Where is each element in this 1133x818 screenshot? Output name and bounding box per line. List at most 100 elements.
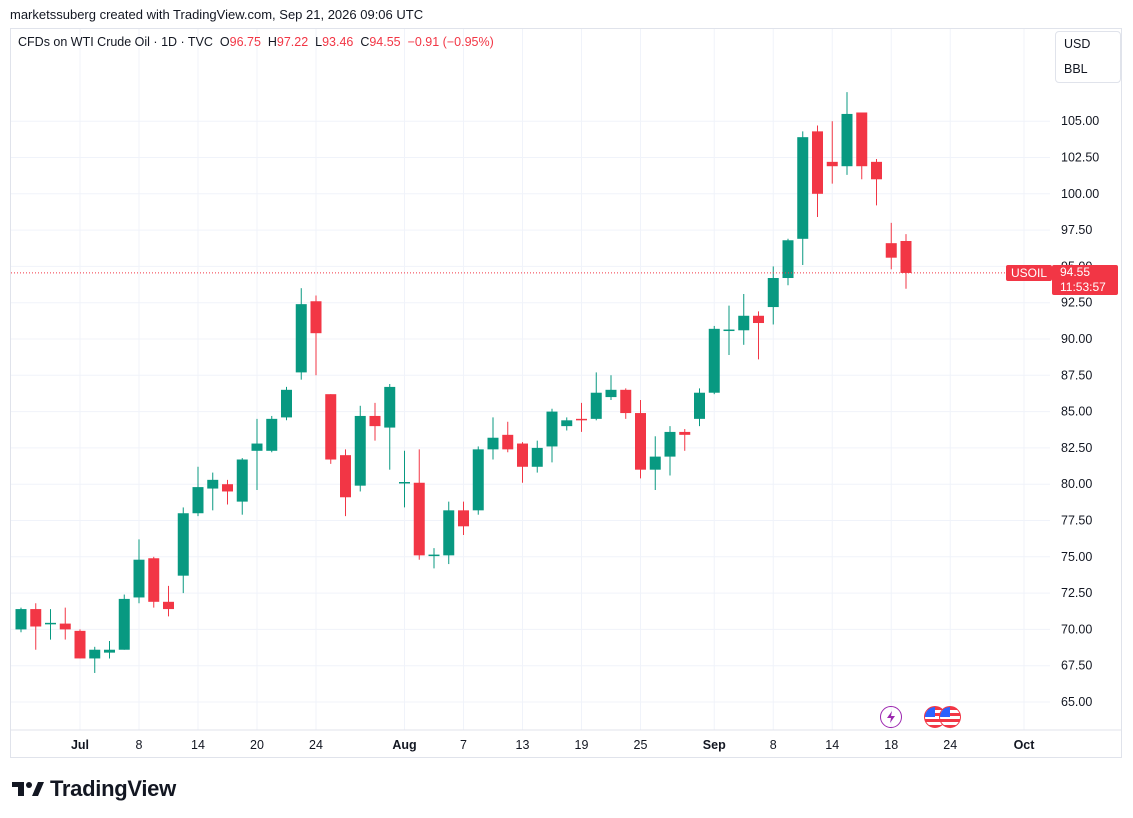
candle-body: [354, 415, 366, 486]
candle-body: [620, 389, 632, 414]
ohlc-legend: CFDs on WTI Crude Oil · 1D · TVC O96.75 …: [18, 35, 494, 49]
candle-body: [590, 392, 602, 419]
candle-body: [812, 131, 823, 194]
symbol-price-tag: USOIL: [1006, 264, 1053, 281]
y-tick-label: 100.00: [1061, 187, 1099, 201]
candle-body: [163, 601, 174, 610]
candle-body: [649, 456, 661, 470]
candle-body: [207, 479, 219, 489]
candle-body: [325, 394, 337, 460]
currency-label[interactable]: USD: [1064, 37, 1091, 51]
legend-high-label: H: [267, 35, 277, 49]
candle-body: [738, 315, 750, 331]
candle-body: [251, 443, 263, 451]
candle-body: [797, 137, 809, 239]
lightning-icon[interactable]: [880, 706, 902, 728]
candle-body: [856, 112, 868, 167]
y-tick-label: 77.50: [1061, 514, 1092, 528]
y-tick-label: 92.50: [1061, 296, 1092, 310]
legend-open-label: O: [219, 35, 230, 49]
last-price-box: 94.55 11:53:57: [1052, 264, 1118, 295]
candle-body: [885, 243, 897, 258]
y-tick-label: 97.50: [1061, 223, 1092, 237]
x-tick-label: 13: [516, 738, 530, 752]
candle-body: [192, 487, 204, 514]
candle-body: [428, 554, 440, 557]
x-tick-label: 24: [943, 738, 957, 752]
candle-body: [517, 443, 528, 467]
candle-body: [605, 389, 617, 398]
candle-body: [458, 510, 469, 527]
candle-body: [118, 598, 130, 650]
x-tick-label: 14: [825, 738, 839, 752]
candle-body: [236, 459, 248, 502]
legend-low-label: L: [315, 35, 323, 49]
candle-body: [871, 161, 882, 180]
x-tick-label: 25: [634, 738, 648, 752]
tradingview-brand: TradingView: [50, 776, 176, 801]
y-tick-label: 67.50: [1061, 659, 1092, 673]
y-tick-label: 80.00: [1061, 477, 1092, 491]
candle-body: [900, 240, 912, 273]
y-tick-label: 90.00: [1061, 332, 1092, 346]
candle-body: [487, 437, 499, 450]
candle-body: [222, 484, 233, 492]
candle-body: [15, 609, 27, 630]
candle-body: [782, 240, 794, 279]
candle-body: [826, 161, 838, 167]
candle-body: [45, 622, 56, 625]
x-tick-label: 24: [309, 738, 323, 752]
chart-frame[interactable]: [10, 28, 1122, 758]
x-tick-label: Aug: [392, 738, 416, 752]
candle-body: [767, 278, 779, 308]
candle-body: [694, 392, 705, 419]
candle-body: [753, 315, 764, 324]
candle-body: [561, 420, 573, 427]
candle-body: [310, 301, 322, 334]
candle-body: [413, 482, 425, 556]
legend-symbol: CFDs on WTI Crude Oil · 1D · TVC: [18, 35, 213, 49]
candle-body: [841, 113, 853, 167]
us-flag-icon[interactable]: [939, 706, 961, 728]
y-tick-label: 72.50: [1061, 586, 1092, 600]
unit-label[interactable]: BBL: [1064, 62, 1088, 76]
legend-open-value: 96.75: [229, 35, 261, 49]
candle-body: [148, 558, 160, 602]
candle-body: [281, 389, 292, 418]
candle-body: [295, 304, 307, 373]
x-tick-label: Sep: [703, 738, 726, 752]
x-tick-label: Oct: [1014, 738, 1036, 752]
x-tick-label: 7: [460, 738, 467, 752]
candle-body: [133, 559, 145, 598]
candle-body: [399, 481, 410, 484]
candle-body: [664, 431, 676, 457]
y-tick-label: 82.50: [1061, 441, 1092, 455]
y-tick-label: 65.00: [1061, 695, 1092, 709]
legend-high-value: 97.22: [276, 35, 309, 49]
legend-close-label: C: [360, 35, 370, 49]
chart-attribution: marketssuberg created with TradingView.c…: [10, 7, 424, 22]
candle-body: [723, 329, 735, 332]
x-tick-label: 14: [191, 738, 205, 752]
tradingview-logo[interactable]: TradingView: [12, 776, 176, 802]
candle-body: [576, 418, 587, 421]
x-tick-label: 20: [250, 738, 264, 752]
tradingview-logo-icon: [12, 782, 44, 796]
x-tick-label: Jul: [71, 738, 89, 752]
candle-body: [74, 630, 86, 659]
candle-body: [531, 447, 543, 467]
candle-body: [369, 415, 381, 427]
y-tick-label: 75.00: [1061, 550, 1092, 564]
candle-body: [679, 431, 691, 435]
legend-change-value: −0.91 (−0.95%): [407, 35, 494, 49]
candle-body: [708, 328, 720, 393]
candle-body: [635, 413, 646, 470]
candle-body: [502, 434, 514, 450]
candle-body: [266, 418, 278, 451]
candle-body: [89, 649, 101, 659]
last-price-value: 94.55: [1060, 264, 1091, 279]
candle-body: [384, 386, 396, 428]
candle-body: [340, 455, 351, 498]
currency-unit-selector[interactable]: USD BBL: [1055, 31, 1121, 83]
